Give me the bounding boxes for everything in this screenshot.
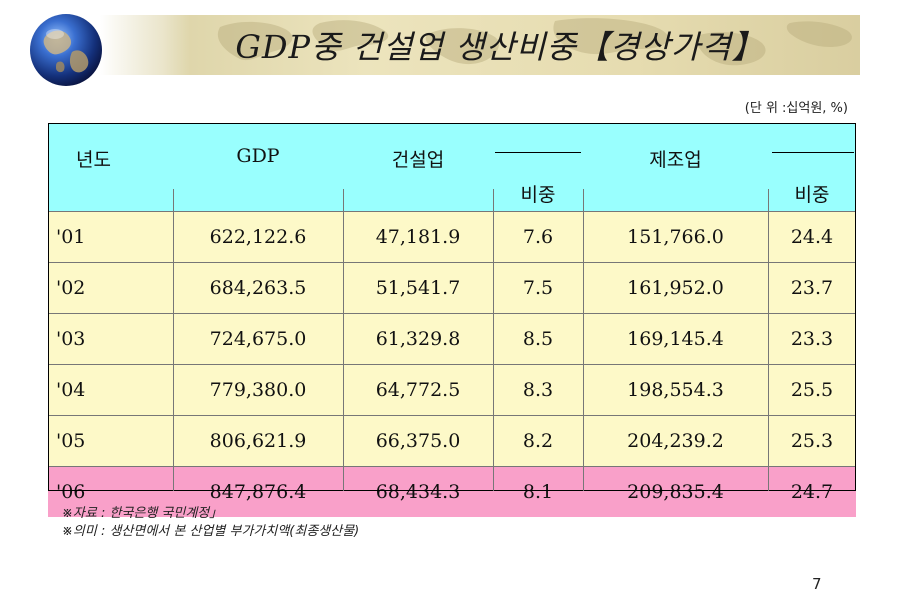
meaning-note: ※의미 : 생산면에서 본 산업별 부가가치액(최종생산물): [62, 524, 360, 539]
cell-year: '04: [48, 364, 173, 416]
table-row: '01 622,122.6 47,181.9 7.6 151,766.0 24.…: [48, 211, 856, 263]
cell-manufacturing: 161,952.0: [583, 262, 768, 314]
cell-manufacturing-share: 25.5: [768, 364, 856, 416]
cell-construction-share: 7.6: [493, 211, 583, 263]
cell-construction: 64,772.5: [343, 364, 493, 416]
cell-gdp: 806,621.9: [173, 415, 343, 467]
cell-construction: 68,434.3: [343, 466, 493, 517]
cell-manufacturing-share: 25.3: [768, 415, 856, 467]
gdp-construction-table: 년도 GDP 건설업 비중 제조업 비중 '01 622,122.6 47,18…: [48, 123, 856, 517]
cell-manufacturing: 151,766.0: [583, 211, 768, 263]
header-gdp: GDP: [173, 123, 343, 212]
page-title: GDP중 건설업 생산비중【경상가격】: [235, 28, 765, 66]
cell-construction: 61,329.8: [343, 313, 493, 365]
globe-icon: [30, 14, 102, 86]
page-number: 7: [812, 575, 822, 593]
table-row: '02 684,263.5 51,541.7 7.5 161,952.0 23.…: [48, 262, 856, 314]
cell-gdp: 847,876.4: [173, 466, 343, 517]
cell-construction-share: 7.5: [493, 262, 583, 314]
footnotes: ※자료 : 한국은행 국민계정」 ※의미 : 생산면에서 본 산업별 부가가치액…: [62, 505, 359, 541]
cell-construction: 47,181.9: [343, 211, 493, 263]
banner-fade: [100, 15, 190, 75]
cell-manufacturing-share: 23.3: [768, 313, 856, 365]
cell-gdp: 724,675.0: [173, 313, 343, 365]
cell-manufacturing: 169,145.4: [583, 313, 768, 365]
header-construction-share: 비중: [493, 123, 583, 212]
source-note: ※자료 : 한국은행 국민계정」: [62, 506, 223, 521]
cell-manufacturing-share: 24.4: [768, 211, 856, 263]
cell-construction: 66,375.0: [343, 415, 493, 467]
cell-year: '01: [48, 211, 173, 263]
cell-construction-share: 8.5: [493, 313, 583, 365]
table-row: '05 806,621.9 66,375.0 8.2 204,239.2 25.…: [48, 415, 856, 467]
header-manufacturing-share: 비중: [768, 123, 856, 212]
cell-gdp: 684,263.5: [173, 262, 343, 314]
cell-manufacturing: 198,554.3: [583, 364, 768, 416]
cell-gdp: 622,122.6: [173, 211, 343, 263]
title-banner: [100, 15, 860, 75]
header-construction: 건설업: [343, 123, 493, 212]
cell-year: '05: [48, 415, 173, 467]
cell-construction-share: 8.1: [493, 466, 583, 517]
cell-construction-share: 8.3: [493, 364, 583, 416]
cell-year: '02: [48, 262, 173, 314]
cell-year: '03: [48, 313, 173, 365]
table-row-highlight: '06 847,876.4 68,434.3 8.1 209,835.4 24.…: [48, 466, 856, 517]
cell-manufacturing-share: 23.7: [768, 262, 856, 314]
unit-note: (단 위 :십억원, %): [744, 101, 848, 116]
cell-gdp: 779,380.0: [173, 364, 343, 416]
table-row: '03 724,675.0 61,329.8 8.5 169,145.4 23.…: [48, 313, 856, 365]
cell-manufacturing: 209,835.4: [583, 466, 768, 517]
table-row: '04 779,380.0 64,772.5 8.3 198,554.3 25.…: [48, 364, 856, 416]
cell-manufacturing: 204,239.2: [583, 415, 768, 467]
cell-year: '06: [48, 466, 173, 517]
header-manufacturing: 제조업: [583, 123, 768, 212]
cell-manufacturing-share: 24.7: [768, 466, 856, 517]
cell-construction-share: 8.2: [493, 415, 583, 467]
header-year: 년도: [48, 123, 173, 212]
world-map-decoration: [217, 18, 852, 66]
cell-construction: 51,541.7: [343, 262, 493, 314]
table-header-row: 년도 GDP 건설업 비중 제조업 비중: [48, 123, 856, 212]
